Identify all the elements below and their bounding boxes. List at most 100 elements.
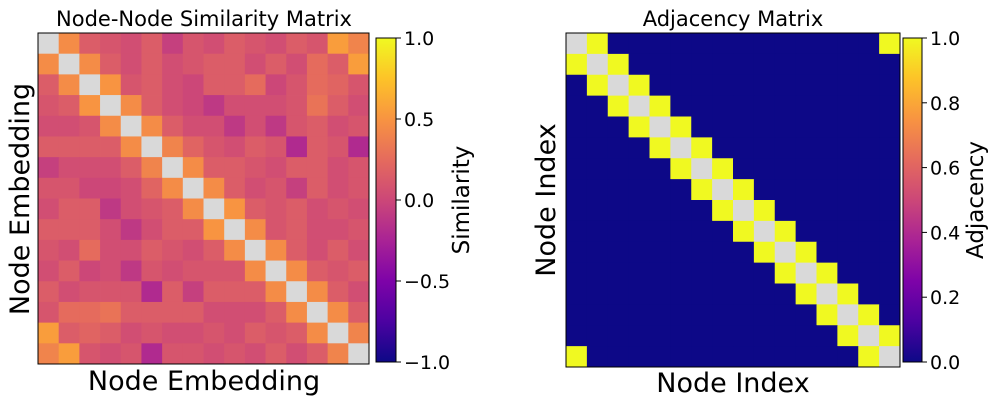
heatmap-cell (691, 74, 713, 97)
heatmap-cell (858, 304, 880, 326)
heatmap-cell (224, 239, 246, 261)
heatmap-cell (795, 137, 817, 159)
heatmap-cell (327, 95, 349, 117)
heatmap-cell (224, 322, 246, 344)
heatmap-cell (58, 115, 80, 137)
heatmap-cell (795, 53, 817, 76)
heatmap-cell (286, 74, 308, 96)
heatmap-cell (837, 262, 859, 284)
heatmap-cell (733, 283, 755, 305)
colorbar-tick-label: 0.0 (404, 190, 434, 212)
heatmap-cell (265, 74, 287, 96)
heatmap-cell (265, 219, 287, 241)
heatmap-cell (141, 322, 163, 344)
heatmap-cell (327, 322, 349, 344)
heatmap-cell (858, 33, 880, 55)
heatmap-cell (816, 95, 838, 117)
heatmap-cell (879, 53, 901, 76)
heatmap-cell (38, 115, 60, 137)
adjacency-colorbar-ticks: 1.0 0.8 0.6 0.4 0.2 0.0 (922, 28, 960, 374)
heatmap-cell (38, 343, 60, 365)
heatmap-cell (100, 177, 122, 199)
heatmap-cell (79, 136, 101, 158)
heatmap-cell (141, 157, 163, 179)
heatmap-cell (120, 136, 142, 158)
heatmap-cell (753, 220, 776, 243)
heatmap-cell (774, 262, 797, 284)
heatmap-cell (879, 325, 901, 347)
heatmap-cell (774, 95, 797, 117)
heatmap-cell (141, 136, 163, 158)
heatmap-cell (858, 325, 880, 347)
heatmap-cell (795, 200, 817, 222)
heatmap-cell (607, 53, 630, 76)
heatmap-cell (795, 325, 817, 347)
heatmap-cell (38, 322, 60, 344)
heatmap-cell (586, 241, 609, 264)
heatmap-cell (566, 53, 588, 76)
heatmap-cell (120, 95, 142, 117)
heatmap-cell (816, 241, 838, 264)
heatmap-cell (670, 53, 692, 76)
heatmap-cell (182, 301, 204, 324)
heatmap-cell (224, 281, 246, 303)
heatmap-cell (58, 177, 80, 199)
heatmap-cell (327, 136, 349, 158)
heatmap-cell (649, 283, 671, 305)
heatmap-cell (837, 179, 859, 201)
heatmap-cell (879, 200, 901, 222)
heatmap-cell (306, 281, 329, 303)
heatmap-cell (628, 53, 650, 76)
heatmap-cell (712, 158, 734, 180)
similarity-colorbar (375, 37, 397, 363)
heatmap-cell (607, 179, 630, 201)
heatmap-cell (306, 343, 329, 365)
heatmap-cell (182, 53, 204, 75)
heatmap-cell (120, 239, 142, 261)
heatmap-cell (38, 239, 60, 261)
heatmap-cell (753, 179, 776, 201)
heatmap-cell (286, 198, 308, 220)
heatmap-cell (816, 33, 838, 55)
heatmap-cell (348, 115, 370, 137)
heatmap-cell (265, 53, 287, 75)
heatmap-cell (691, 200, 713, 222)
heatmap-cell (837, 74, 859, 97)
heatmap-cell (774, 220, 797, 243)
heatmap-cell (628, 283, 650, 305)
heatmap-cell (733, 262, 755, 284)
heatmap-cell (774, 158, 797, 180)
heatmap-cell (649, 33, 671, 55)
heatmap-cell (265, 239, 287, 261)
heatmap-cell (670, 325, 692, 347)
heatmap-cell (224, 115, 246, 137)
heatmap-cell (816, 200, 838, 222)
heatmap-cell (649, 116, 671, 138)
heatmap-cell (162, 260, 184, 282)
colorbar-tick-label: 0.5 (404, 109, 434, 131)
heatmap-cell (182, 33, 204, 55)
heatmap-cell (244, 301, 266, 324)
heatmap-cell (691, 95, 713, 117)
heatmap-cell (879, 241, 901, 264)
heatmap-cell (566, 262, 588, 284)
heatmap-cell (858, 283, 880, 305)
heatmap-cell (795, 262, 817, 284)
heatmap-cell (141, 343, 163, 365)
heatmap-cell (628, 33, 650, 55)
heatmap-cell (858, 241, 880, 264)
heatmap-cell (327, 177, 349, 199)
heatmap-cell (182, 95, 204, 117)
heatmap-cell (879, 158, 901, 180)
heatmap-cell (566, 137, 588, 159)
heatmap-cell (670, 179, 692, 201)
heatmap-cell (586, 220, 609, 243)
heatmap-cell (691, 283, 713, 305)
heatmap-cell (649, 137, 671, 159)
heatmap-cell (691, 53, 713, 76)
heatmap-cell (837, 200, 859, 222)
heatmap-cell (306, 136, 329, 158)
heatmap-cell (879, 116, 901, 138)
heatmap-cell (203, 157, 225, 179)
heatmap-cell (58, 95, 80, 117)
